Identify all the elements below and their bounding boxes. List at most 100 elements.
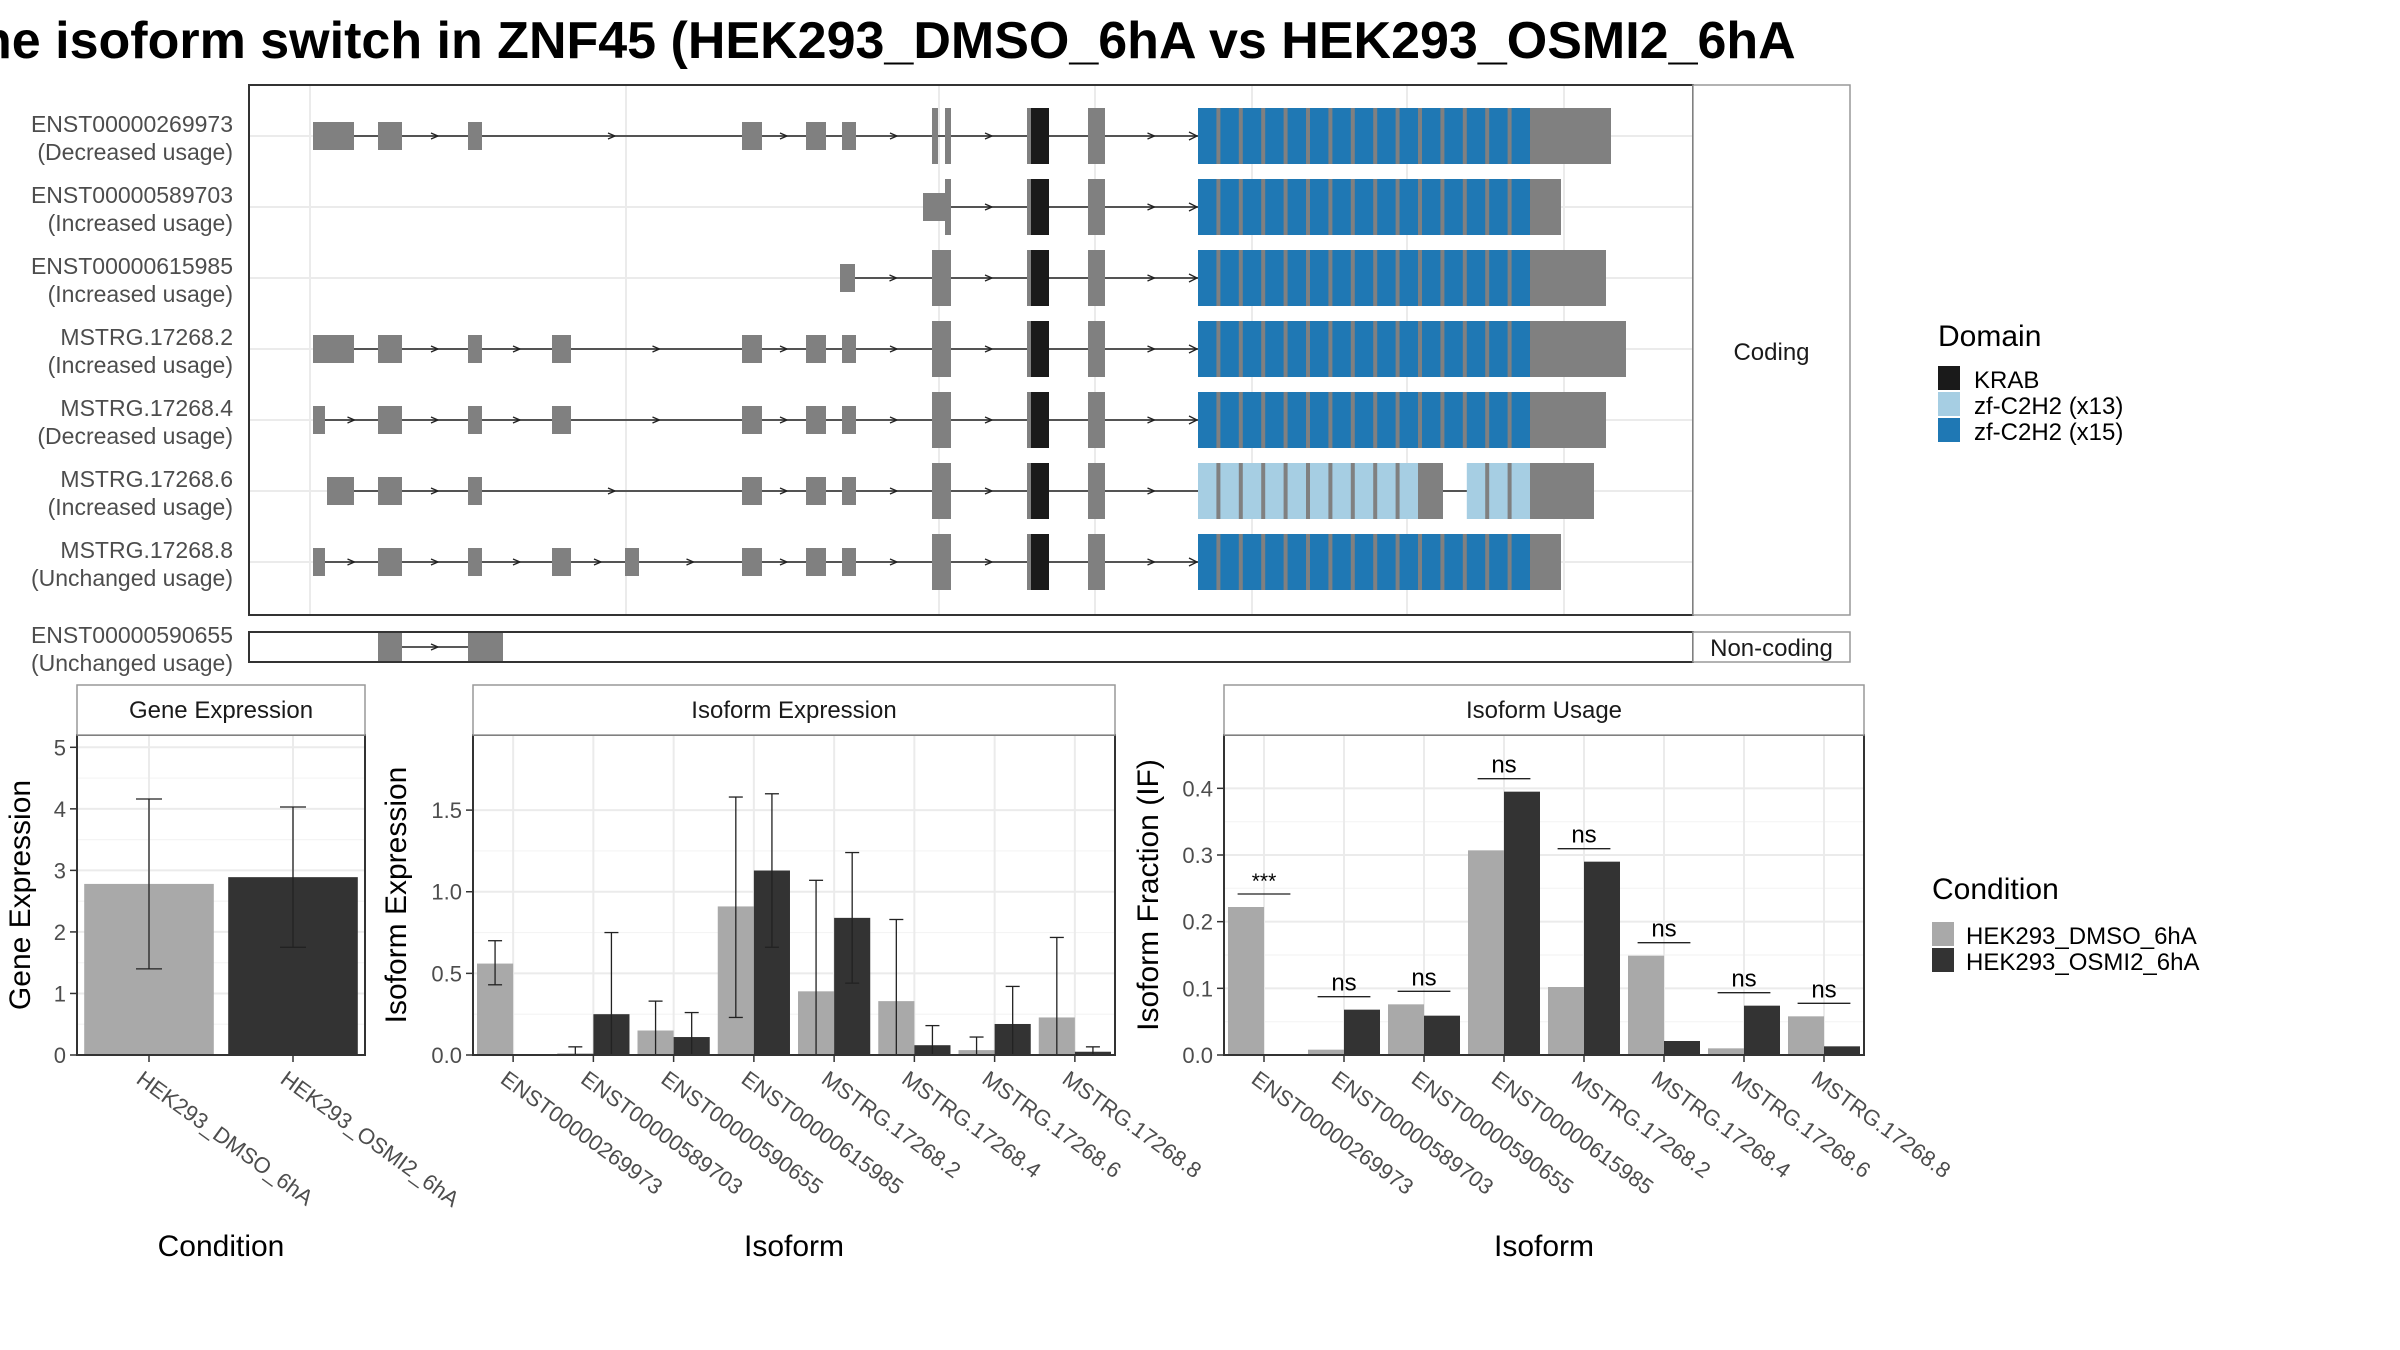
- bar: [1708, 1048, 1744, 1055]
- domain-zf-c2h2-x15: [1332, 392, 1351, 448]
- exon: [552, 406, 571, 434]
- domain-zf-c2h2-x15: [1377, 108, 1396, 164]
- domain-zf-c2h2-x15: [1511, 321, 1530, 377]
- intron-arrow: [1147, 203, 1157, 211]
- exon: [1088, 463, 1105, 519]
- domain-zf-c2h2-x15: [1332, 321, 1351, 377]
- domain-zf-c2h2-x13: [1354, 463, 1374, 519]
- intron-arrow: [1188, 273, 1199, 283]
- domain-zf-c2h2-x13: [1310, 463, 1329, 519]
- domain-zf-c2h2-x15: [1444, 108, 1463, 164]
- intron-arrow: [593, 558, 603, 566]
- domain-zf-c2h2-x13: [1377, 463, 1396, 519]
- domain-zf-c2h2-x15: [1511, 392, 1530, 448]
- domain-krab: [1031, 108, 1049, 164]
- coding-strip: [1692, 84, 1851, 616]
- intron-arrow: [430, 487, 440, 495]
- exon: [468, 477, 482, 505]
- isoform-usage-label: (Increased usage): [48, 210, 233, 236]
- domain-zf-c2h2-x15: [1310, 534, 1329, 590]
- exon: [378, 406, 402, 434]
- legend-label-krab: KRAB: [1974, 367, 2039, 394]
- exon: [552, 548, 571, 576]
- domain-zf-c2h2-x15: [1422, 392, 1441, 448]
- legend-label-zf15: zf-C2H2 (x15): [1974, 419, 2123, 446]
- exon: [923, 193, 945, 221]
- domain-zf-c2h2-x15: [1287, 321, 1306, 377]
- domain-zf-c2h2-x15: [1220, 179, 1239, 235]
- exon: [313, 548, 325, 576]
- significance-label: ns: [1731, 966, 1756, 993]
- domain-zf-c2h2-x15: [1287, 108, 1306, 164]
- exon: [842, 477, 856, 505]
- exon: [842, 335, 856, 363]
- y-tick-label: 3: [54, 858, 66, 883]
- exon: [945, 463, 951, 519]
- isoform-label-ENST00000590655: ENST00000590655: [31, 622, 233, 648]
- exon: [945, 108, 951, 164]
- domain-zf-c2h2-x15: [1489, 108, 1508, 164]
- y-tick-label: 0.5: [431, 961, 462, 986]
- isoform-label-MSTRG.17268.4: MSTRG.17268.4: [60, 395, 233, 421]
- isoform-usage-label: (Decreased usage): [37, 423, 233, 449]
- condition-legend-title: Condition: [1932, 873, 2059, 906]
- intron-arrow: [512, 345, 522, 353]
- intron-arrow: [889, 274, 899, 282]
- domain-zf-c2h2-x15: [1444, 392, 1463, 448]
- domain-zf-c2h2-x15: [1399, 392, 1418, 448]
- exon: [945, 392, 951, 448]
- domain-zf-c2h2-x15: [1265, 108, 1284, 164]
- domain-zf-c2h2-x15: [1332, 250, 1351, 306]
- domain-zf-c2h2-x15: [1466, 392, 1486, 448]
- intron-arrow: [430, 416, 440, 424]
- intron-arrow: [779, 558, 789, 566]
- facet-strip: [76, 684, 366, 736]
- intron-arrow: [779, 345, 789, 353]
- bar: [1344, 1009, 1380, 1055]
- exon: [840, 264, 855, 292]
- x-tick-label: MSTRG.17268.8: [1807, 1066, 1955, 1183]
- intron-arrow: [512, 558, 522, 566]
- plot-background: [473, 735, 1115, 1055]
- intron-arrow: [652, 345, 662, 353]
- intron-arrow: [1188, 131, 1199, 141]
- domain-zf-c2h2-x15: [1265, 534, 1284, 590]
- intron-arrow: [984, 558, 994, 566]
- facet-title: Gene Expression: [129, 697, 313, 724]
- intron-arrow: [430, 345, 440, 353]
- exon: [806, 335, 826, 363]
- domain-legend-title: Domain: [1938, 320, 2041, 353]
- noncoding-strip: [1692, 631, 1851, 663]
- domain-zf-c2h2-x15: [1220, 250, 1239, 306]
- bar: [1424, 1015, 1460, 1055]
- bar: [1228, 907, 1264, 1055]
- domain-zf-c2h2-x15: [1511, 534, 1530, 590]
- domain-zf-c2h2-x15: [1399, 250, 1418, 306]
- domain-zf-c2h2-x15: [1354, 392, 1374, 448]
- x-tick-label: MSTRG.17268.2: [1567, 1066, 1715, 1183]
- domain-zf-c2h2-x15: [1377, 250, 1396, 306]
- domain-zf-c2h2-x13: [1265, 463, 1284, 519]
- bar: [1504, 791, 1540, 1055]
- domain-zf-c2h2-x15: [1242, 108, 1262, 164]
- facet-strip: [472, 684, 1116, 736]
- domain-zf-c2h2-x15: [1220, 321, 1239, 377]
- bar: [1664, 1041, 1700, 1055]
- intron-arrow: [430, 132, 440, 140]
- isoform-label-ENST00000269973: ENST00000269973: [31, 111, 233, 137]
- y-tick-label: 1.0: [431, 880, 462, 905]
- x-tick-label: MSTRG.17268.6: [1727, 1066, 1875, 1183]
- y-tick-label: 0.1: [1182, 976, 1213, 1001]
- domain-zf-c2h2-x15: [1198, 179, 1217, 235]
- domain-zf-c2h2-x15: [1466, 321, 1486, 377]
- significance-label: ns: [1651, 916, 1676, 943]
- domain-zf-c2h2-x15: [1287, 250, 1306, 306]
- domain-zf-c2h2-x15: [1265, 321, 1284, 377]
- exon: [468, 633, 503, 661]
- domain-zf-c2h2-x15: [1198, 250, 1217, 306]
- intron-arrow: [889, 132, 899, 140]
- domain-zf-c2h2-x15: [1489, 179, 1508, 235]
- y-tick-label: 5: [54, 735, 66, 760]
- domain-zf-c2h2-x15: [1399, 534, 1418, 590]
